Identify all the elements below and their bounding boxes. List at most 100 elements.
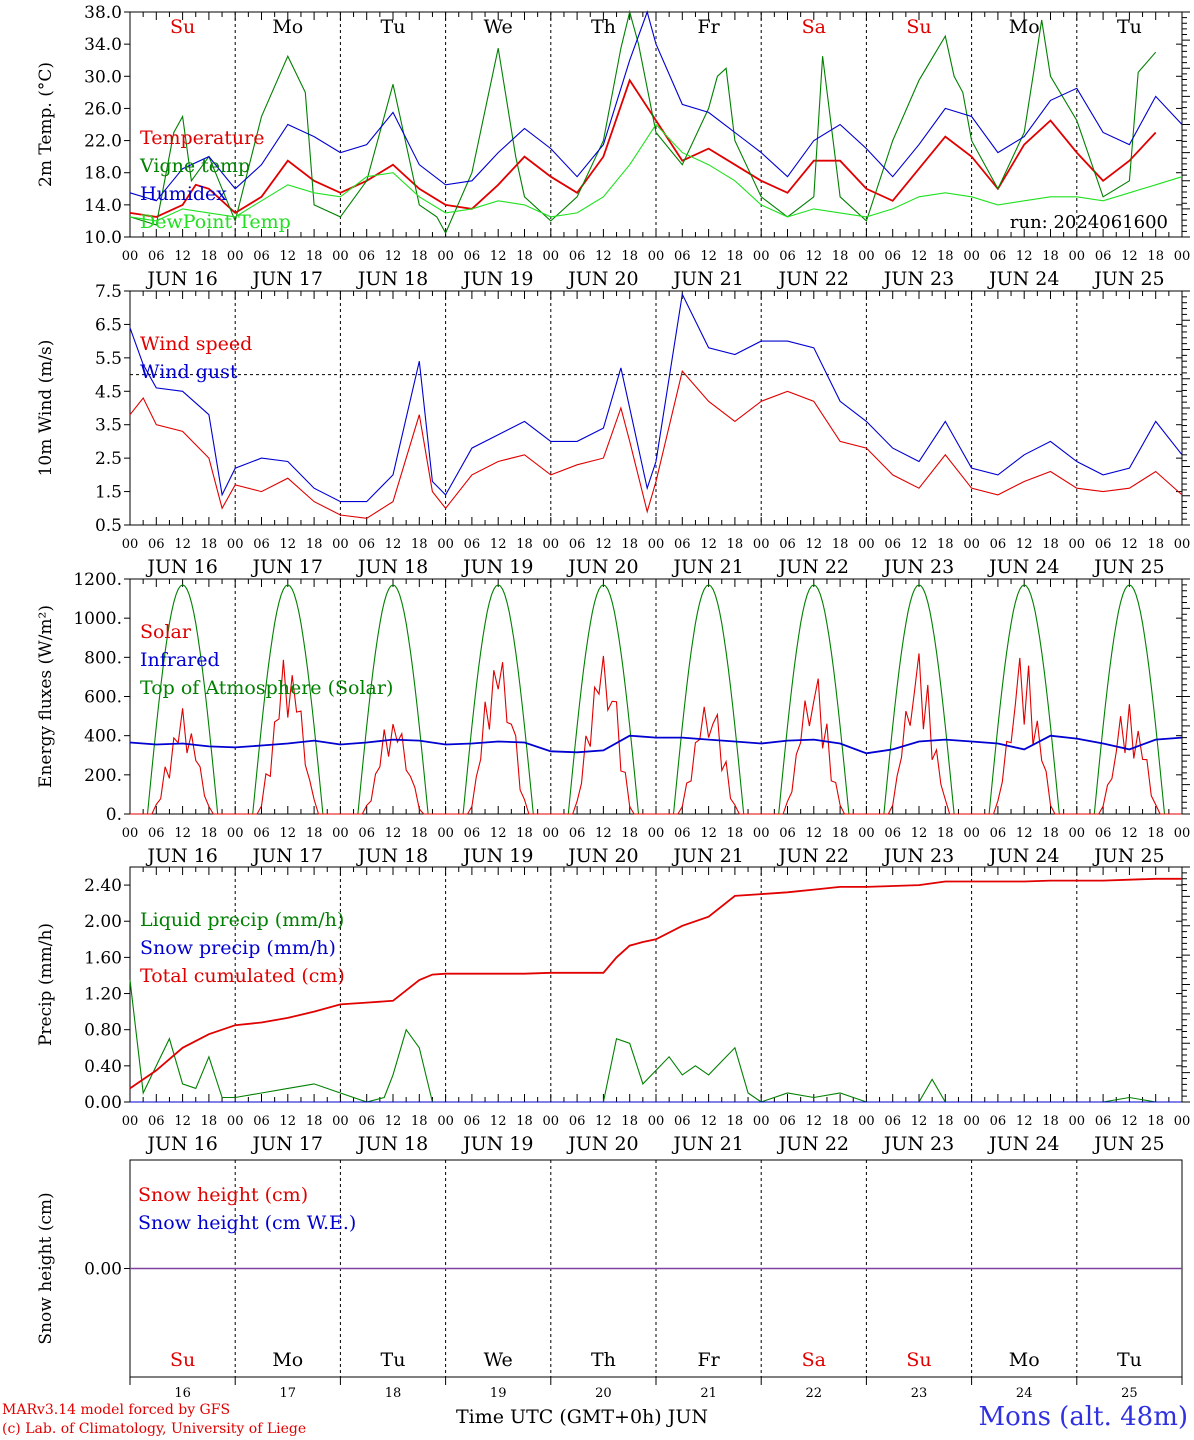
hour-label: 12: [911, 1114, 928, 1129]
hour-label: 12: [911, 537, 928, 552]
hour-label: 12: [280, 1114, 297, 1129]
hour-label: 18: [411, 249, 428, 264]
weekday-label: Tu: [1117, 16, 1142, 38]
y-axis-label: 2m Temp. (°C): [36, 62, 56, 187]
hour-label: 00: [858, 537, 875, 552]
hour-label: 06: [148, 537, 165, 552]
weekday-label: Mo: [272, 16, 303, 38]
date-label: JUN 21: [671, 268, 743, 290]
hour-label: 18: [727, 537, 744, 552]
hour-label: 06: [358, 1114, 375, 1129]
hour-label: 12: [490, 537, 507, 552]
hour-label: 00: [227, 249, 244, 264]
hour-label: 06: [990, 249, 1007, 264]
date-label: JUN 19: [461, 556, 533, 578]
legend-entry: Infrared: [140, 649, 220, 671]
weekday-label: Tu: [381, 1349, 406, 1371]
hour-label: 06: [464, 1114, 481, 1129]
hour-label: 18: [1042, 1114, 1059, 1129]
date-label: JUN 23: [882, 1133, 954, 1155]
hour-label: 18: [306, 249, 323, 264]
hour-label: 18: [832, 537, 849, 552]
hour-label: 00: [543, 537, 560, 552]
hour-label: 00: [437, 1114, 454, 1129]
hour-label: 12: [700, 1114, 717, 1129]
y-tick-label: 800.: [84, 648, 122, 668]
hour-label: 06: [779, 249, 796, 264]
date-label: JUN 22: [777, 556, 849, 578]
series-infrared: [129, 734, 1183, 755]
legend-entry: Snow height (cm): [138, 1184, 308, 1206]
hour-label: 12: [280, 826, 297, 841]
hour-label: 00: [332, 826, 349, 841]
hour-label: 06: [990, 1114, 1007, 1129]
y-tick-label: 2.00: [84, 912, 122, 932]
hour-label: 12: [700, 249, 717, 264]
hour-label: 06: [253, 826, 270, 841]
lab-credit: (c) Lab. of Climatology, University of L…: [2, 1421, 307, 1437]
hour-label: 18: [201, 249, 218, 264]
hour-label: 06: [253, 249, 270, 264]
y-tick-label: 4.5: [95, 382, 122, 402]
hour-label: 00: [753, 537, 770, 552]
hour-label: 18: [306, 826, 323, 841]
hour-label: 00: [753, 249, 770, 264]
hour-label: 12: [385, 826, 402, 841]
hour-label: 00: [1069, 826, 1086, 841]
day-number-label: 23: [911, 1386, 928, 1401]
hour-label: 06: [884, 537, 901, 552]
date-label: JUN 20: [566, 1133, 638, 1155]
legend-entry: Liquid precip (mm/h): [140, 909, 344, 931]
y-tick-label: 1.60: [84, 948, 122, 968]
day-number-label: 24: [1016, 1386, 1033, 1401]
panel-5: 0.00 Snow height (cm) Snow height (cm) Snow…: [36, 1159, 1183, 1401]
day-number-label: 16: [174, 1386, 191, 1401]
hour-label: 18: [516, 537, 533, 552]
y-axis-label: Snow height (cm): [36, 1192, 56, 1344]
hour-label: 18: [832, 826, 849, 841]
date-label: JUN 25: [1092, 556, 1164, 578]
hour-label: 12: [490, 1114, 507, 1129]
weekday-label: Su: [170, 16, 195, 38]
hour-label: 12: [595, 249, 612, 264]
hour-label: 18: [1147, 1114, 1164, 1129]
hour-label: 12: [700, 537, 717, 552]
hour-label: 00: [122, 826, 139, 841]
hour-label: 00: [332, 249, 349, 264]
day-number-label: 25: [1121, 1386, 1138, 1401]
weekday-label: Mo: [272, 1349, 303, 1371]
date-label: JUN 18: [356, 1133, 428, 1155]
date-label: JUN 24: [987, 1133, 1059, 1155]
hour-label: 00: [753, 1114, 770, 1129]
hour-label: 00: [963, 249, 980, 264]
date-label: JUN 16: [145, 845, 217, 867]
hour-label: 12: [490, 826, 507, 841]
hour-label: 06: [569, 537, 586, 552]
hour-label: 06: [358, 249, 375, 264]
day-number-label: 20: [595, 1386, 612, 1401]
hour-label: 18: [1147, 249, 1164, 264]
hour-label: 00: [1069, 1114, 1086, 1129]
hour-label: 12: [280, 249, 297, 264]
hour-label: 18: [937, 537, 954, 552]
hour-label: 00: [543, 249, 560, 264]
date-label: JUN 19: [461, 1133, 533, 1155]
series-vigne-temp: [129, 9, 1157, 235]
hour-label: 06: [779, 826, 796, 841]
hour-label: 18: [411, 826, 428, 841]
hour-label: 18: [201, 1114, 218, 1129]
date-label: JUN 17: [251, 845, 323, 867]
date-label: JUN 23: [882, 845, 954, 867]
hour-label: 12: [806, 826, 823, 841]
hour-label: 12: [385, 249, 402, 264]
hour-label: 18: [201, 537, 218, 552]
hour-label: 18: [621, 826, 638, 841]
hour-label: 06: [148, 1114, 165, 1129]
hour-label: 12: [806, 537, 823, 552]
legend-entry: Top of Atmosphere (Solar): [140, 677, 393, 699]
hour-label: 18: [411, 537, 428, 552]
hour-label: 00: [963, 1114, 980, 1129]
y-tick-label: 22.0: [84, 132, 122, 152]
hour-label: 12: [174, 826, 191, 841]
